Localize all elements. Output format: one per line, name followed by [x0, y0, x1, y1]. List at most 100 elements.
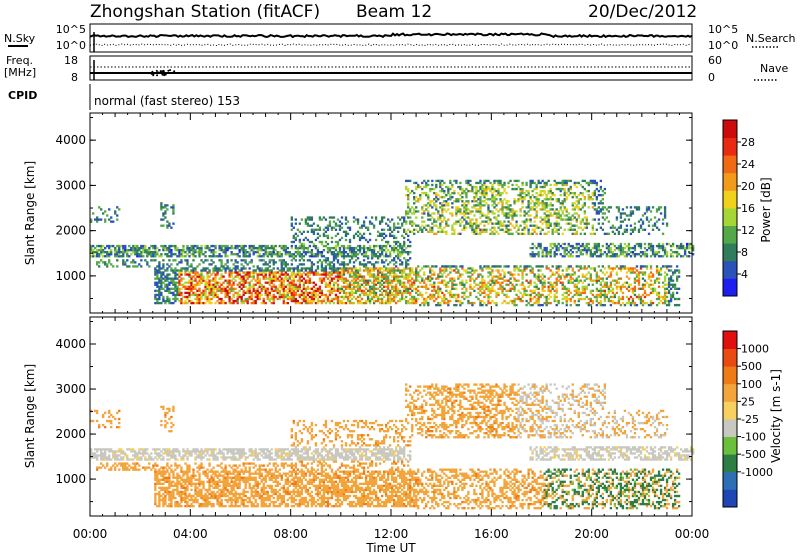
heatmap-cell: [433, 299, 436, 303]
heatmap-cell: [210, 297, 213, 301]
heatmap-cell: [288, 283, 291, 286]
heatmap-cell: [368, 271, 372, 274]
heatmap-cell: [557, 200, 560, 203]
heatmap-cell: [178, 273, 181, 276]
heatmap-cell: [623, 230, 627, 233]
heatmap-cell: [433, 232, 436, 236]
heatmap-cell: [300, 289, 304, 293]
heatmap-cell: [262, 263, 265, 266]
heatmap-cell: [617, 226, 621, 229]
heatmap-cell: [238, 283, 241, 286]
heatmap-cell: [491, 275, 494, 278]
heatmap-cell: [376, 299, 380, 303]
heatmap-cell: [324, 271, 328, 274]
heatmap-cell: [272, 273, 275, 276]
heatmap-cell: [589, 303, 592, 307]
heatmap-cell: [242, 251, 245, 254]
heatmap-cell: [194, 279, 197, 282]
heatmap-cell: [413, 222, 416, 225]
heatmap-cell: [98, 244, 101, 248]
heatmap-cell: [487, 275, 490, 278]
heatmap-cell: [423, 226, 426, 229]
heatmap-cell: [298, 285, 301, 288]
heatmap-cell: [497, 194, 500, 197]
heatmap-cell: [445, 283, 448, 286]
heatmap-cell: [545, 216, 548, 219]
heatmap-cell: [431, 216, 434, 219]
heatmap-cell: [350, 251, 354, 254]
heatmap-cell: [575, 185, 578, 189]
heatmap-cell: [471, 301, 474, 305]
heatmap-cell: [619, 242, 623, 246]
heatmap-cell: [354, 277, 358, 280]
heatmap-cell: [278, 251, 281, 254]
heatmap-cell: [425, 185, 428, 189]
heatmap-cell: [559, 277, 562, 280]
heatmap-cell: [360, 226, 364, 229]
heatmap-cell: [360, 283, 364, 286]
heatmap-cell: [445, 204, 448, 207]
heatmap-cell: [519, 214, 522, 217]
heatmap-cell: [609, 255, 613, 258]
heatmap-cell: [196, 283, 199, 286]
heatmap-cell: [479, 191, 482, 195]
heatmap-cell: [509, 228, 512, 231]
heatmap-cell: [541, 255, 544, 258]
heatmap-cell: [230, 289, 233, 293]
heatmap-cell: [250, 246, 253, 250]
heatmap-cell: [393, 226, 396, 229]
heatmap-cell: [322, 277, 326, 280]
heatmap-cell: [356, 244, 360, 248]
heatmap-cell: [575, 251, 578, 254]
heatmap-cell: [619, 285, 623, 288]
heatmap-cell: [497, 179, 500, 183]
heatmap-cell: [162, 259, 165, 262]
heatmap-cell: [108, 261, 111, 264]
heatmap-cell: [529, 255, 532, 258]
heatmap-cell: [324, 301, 328, 305]
heatmap-cell: [264, 301, 267, 305]
heatmap-cell: [425, 287, 428, 290]
heatmap-cell: [423, 191, 426, 195]
nave-tick-top: 60: [708, 54, 722, 67]
heatmap-cell: [180, 255, 183, 258]
heatmap-cell: [292, 297, 295, 301]
heatmap-cell: [214, 244, 217, 248]
heatmap-cell: [142, 246, 145, 250]
heatmap-cell: [184, 269, 187, 272]
heatmap-cell: [531, 208, 534, 211]
heatmap-cell: [467, 212, 470, 215]
heatmap-cell: [393, 279, 396, 282]
heatmap-cell: [603, 283, 607, 286]
heatmap-cell: [296, 251, 299, 254]
heatmap-cell: [184, 259, 187, 262]
heatmap-cell: [603, 281, 607, 284]
heatmap-cell: [250, 261, 253, 264]
heatmap-cell: [310, 287, 314, 290]
heatmap-cell: [308, 259, 312, 262]
heatmap-cell: [196, 293, 199, 297]
heatmap-cell: [188, 289, 191, 293]
heatmap-cell: [340, 255, 344, 258]
heatmap-cell: [318, 216, 322, 219]
heatmap-cell: [491, 191, 494, 195]
heatmap-cell: [503, 224, 506, 227]
heatmap-cell: [545, 214, 548, 217]
heatmap-cell: [296, 265, 299, 268]
heatmap-cell: [268, 299, 271, 303]
heatmap-cell: [154, 301, 157, 305]
heatmap-cell: [625, 214, 629, 217]
heatmap-cell: [549, 208, 552, 211]
heatmap-cell: [415, 279, 418, 282]
heatmap-cell: [356, 222, 360, 225]
heatmap-cell: [495, 301, 498, 305]
heatmap-cell: [268, 281, 271, 284]
heatmap-cell: [517, 226, 520, 229]
heatmap-cell: [533, 228, 536, 231]
heatmap-cell: [465, 206, 468, 209]
heatmap-cell: [278, 295, 281, 299]
heatmap-cell: [445, 232, 448, 236]
heatmap-cell: [210, 287, 213, 290]
heatmap-cell: [154, 267, 157, 270]
heatmap-cell: [551, 191, 554, 195]
